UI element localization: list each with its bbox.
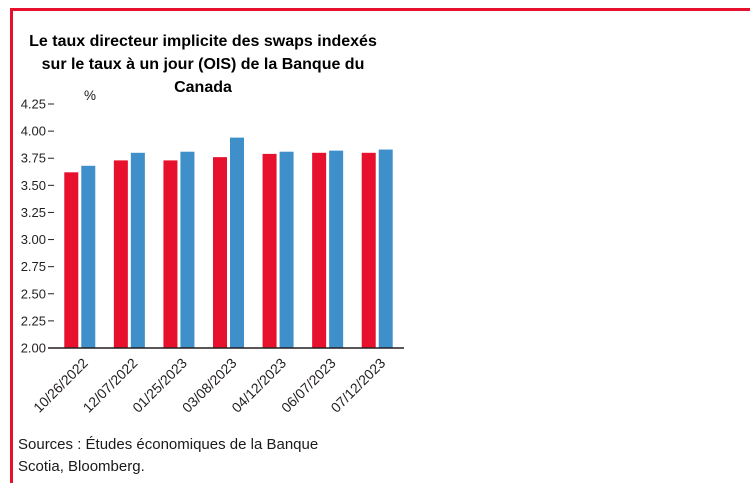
y-tick-label: 2.25 (21, 313, 46, 328)
bar-series-red (64, 172, 79, 348)
y-tick-label: 3.00 (21, 232, 46, 247)
top-accent-line (10, 8, 750, 11)
bar-series-blue (130, 152, 145, 348)
bar-series-blue (329, 150, 344, 348)
bar-series-red (163, 160, 178, 348)
y-tick-label: 3.50 (21, 178, 46, 193)
y-tick-label: 3.75 (21, 151, 46, 166)
y-tick-label: 2.00 (21, 341, 46, 356)
y-tick-label: 2.50 (21, 286, 46, 301)
bar-series-blue (230, 137, 244, 348)
bar-series-red (213, 157, 227, 348)
x-tick-label: 07/12/2023 (327, 355, 388, 416)
bar-plot: 4.25 4.00 3.75 3.50 3.25 3.00 2.75 2.50 2.25 2.00… (21, 97, 404, 416)
bar-series-blue (81, 165, 96, 348)
y-tick-label: 3.25 (21, 205, 46, 220)
left-accent-line (10, 8, 13, 483)
bar-series-blue (378, 149, 393, 348)
y-tick-label: 4.25 (21, 97, 46, 112)
bar-series-blue (279, 151, 294, 348)
source-note: Sources : Études économiques de la Banqu… (18, 436, 319, 475)
y-tick-label: 2.75 (21, 259, 46, 274)
bar-series-blue (180, 151, 195, 348)
bar-series-red (312, 152, 327, 348)
y-axis-unit-label: % (84, 88, 97, 103)
chart-title: Le taux directeur implicite des swaps in… (29, 33, 377, 97)
bar-series-red (113, 160, 128, 348)
y-tick-label: 4.00 (21, 124, 46, 139)
bar-series-red (361, 152, 376, 348)
bar-series-red (262, 153, 277, 348)
